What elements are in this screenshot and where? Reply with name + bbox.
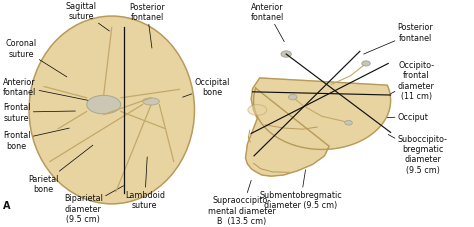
Ellipse shape: [87, 96, 121, 114]
Text: Anterior
fontanel: Anterior fontanel: [3, 77, 88, 101]
Ellipse shape: [345, 121, 352, 126]
Ellipse shape: [143, 99, 159, 106]
Text: Anterior
fontanel: Anterior fontanel: [251, 3, 284, 42]
Text: Frontal
suture: Frontal suture: [3, 103, 75, 122]
Polygon shape: [246, 79, 391, 176]
Text: Supraoccipito-
mental diameter
B  (13.5 cm): Supraoccipito- mental diameter B (13.5 c…: [208, 181, 275, 225]
Text: Coronal
suture: Coronal suture: [5, 39, 67, 78]
Text: Posterior
fontanel: Posterior fontanel: [364, 23, 433, 55]
Text: Posterior
fontanel: Posterior fontanel: [129, 3, 165, 49]
Text: Sagittal
suture: Sagittal suture: [65, 2, 109, 32]
Text: Biparietal
diameter
(9.5 cm): Biparietal diameter (9.5 cm): [64, 186, 124, 223]
Ellipse shape: [281, 52, 292, 58]
Ellipse shape: [362, 62, 370, 67]
Ellipse shape: [248, 105, 267, 116]
Text: Frontal
bone: Frontal bone: [3, 128, 69, 150]
Text: Parietal
bone: Parietal bone: [28, 146, 93, 193]
Text: Submentobregmatic
diameter (9.5 cm): Submentobregmatic diameter (9.5 cm): [259, 170, 342, 209]
Text: A: A: [3, 200, 10, 210]
Ellipse shape: [289, 95, 297, 100]
Ellipse shape: [29, 17, 194, 204]
Text: Suboccipito-
bregmatic
diameter
(9.5 cm): Suboccipito- bregmatic diameter (9.5 cm): [388, 134, 447, 174]
Text: Lambdoid
suture: Lambdoid suture: [125, 157, 165, 209]
Text: Occipital
bone: Occipital bone: [182, 77, 230, 98]
Text: Occipito-
frontal
diameter
(11 cm): Occipito- frontal diameter (11 cm): [391, 61, 435, 101]
Text: Occiput: Occiput: [387, 112, 428, 121]
